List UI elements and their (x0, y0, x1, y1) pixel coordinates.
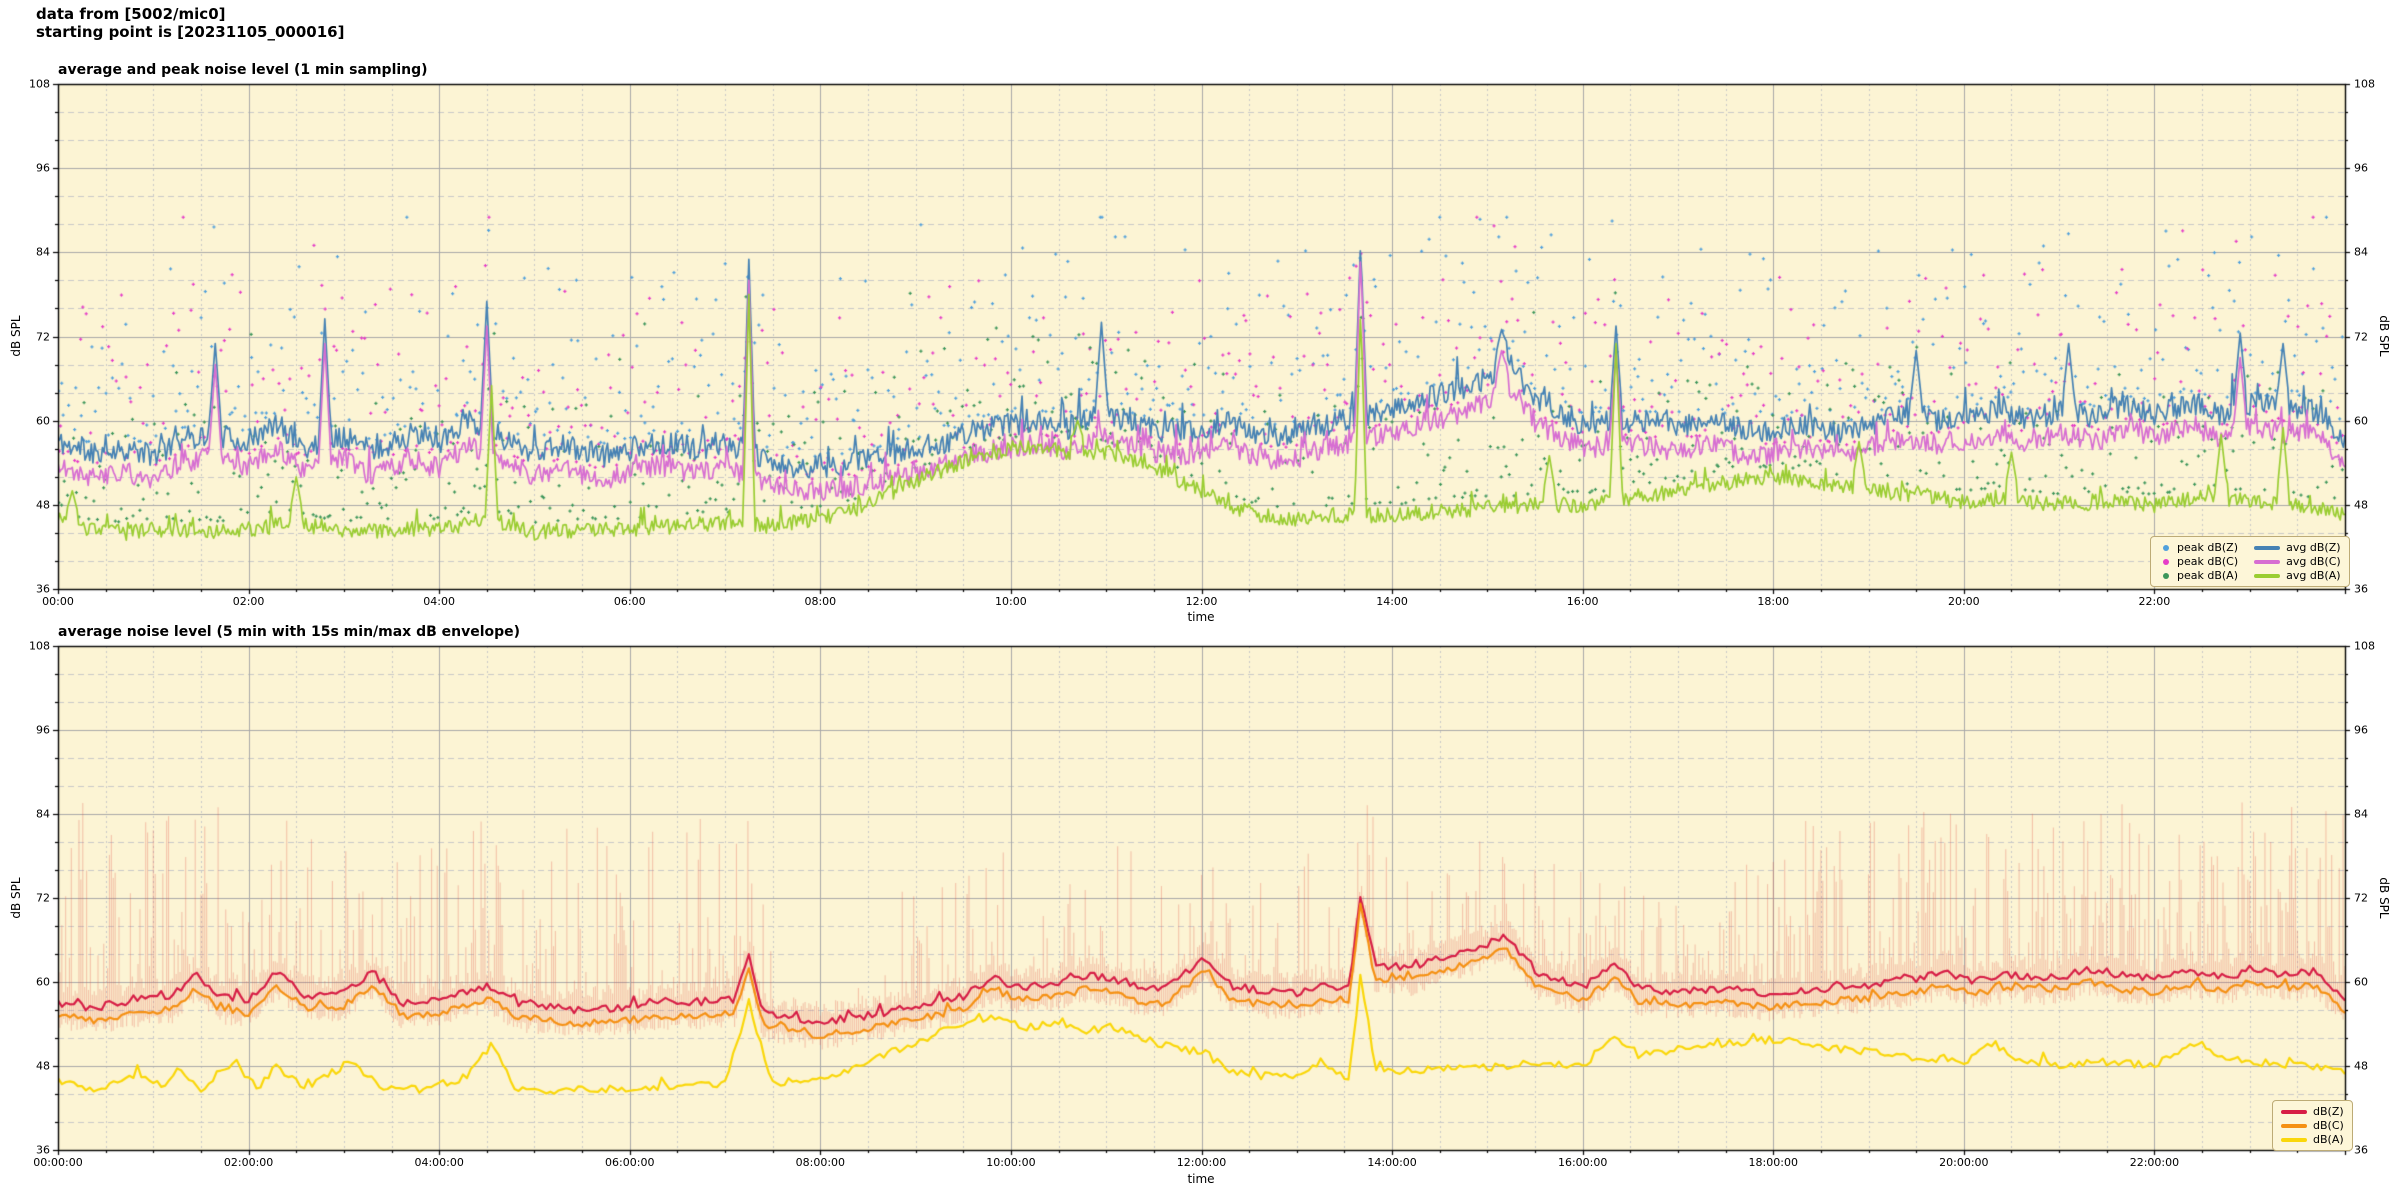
x-tick-label: 16:00 (1566, 595, 1599, 608)
chart2-ylabel-left: dB SPL (9, 877, 23, 919)
chart2-xlabel: time (1187, 1172, 1215, 1186)
x-tick-label: 10:00 (995, 595, 1027, 608)
legend-entry: avg dB(A) (2254, 569, 2341, 582)
x-tick-label: 14:00 (1376, 595, 1408, 608)
legend-dot-marker (2163, 572, 2169, 579)
y-tick-label-left: 60 (36, 414, 50, 428)
y-tick-label-right: 72 (2354, 891, 2368, 905)
chart2-title: average noise level (5 min with 15s min/… (58, 624, 521, 640)
y-tick-label-left: 36 (36, 1143, 50, 1157)
y-tick-label-right: 48 (2354, 498, 2368, 512)
x-tick-label: 08:00 (804, 595, 837, 608)
header-line1: data from [5002/mic0] (36, 5, 226, 23)
legend-dot-marker (2163, 558, 2169, 565)
legend-dot-marker (2163, 544, 2169, 551)
legend-label: dB(Z) (2313, 1105, 2344, 1118)
legend-entry: peak dB(A) (2159, 569, 2238, 582)
legend-line-marker (2254, 573, 2281, 578)
chart1-legend: peak dB(Z) avg dB(Z) peak dB(C) avg dB(C) pe… (2150, 536, 2350, 587)
legend-label: dB(C) (2313, 1119, 2344, 1132)
y-tick-label-left: 108 (29, 77, 50, 91)
y-tick-label-left: 36 (36, 582, 50, 596)
legend-line-marker (2281, 1123, 2307, 1128)
legend-entry: peak dB(Z) (2159, 541, 2238, 554)
legend-label: avg dB(A) (2286, 569, 2341, 582)
y-tick-label-left: 96 (36, 723, 50, 737)
x-tick-label: 12:00:00 (1176, 1156, 1227, 1169)
legend-entry: dB(C) (2281, 1119, 2344, 1132)
legend-entry: avg dB(Z) (2254, 541, 2341, 554)
y-tick-label-right: 60 (2354, 975, 2368, 989)
y-tick-label-left: 72 (36, 891, 50, 905)
x-tick-label: 18:00:00 (1748, 1156, 1798, 1169)
legend-entry: peak dB(C) (2159, 555, 2238, 568)
y-tick-label-right: 36 (2354, 1143, 2368, 1157)
legend-label: peak dB(C) (2177, 555, 2239, 568)
legend-line-marker (2254, 545, 2281, 550)
y-tick-label-left: 48 (36, 1059, 50, 1073)
legend-line-marker (2281, 1109, 2307, 1114)
y-tick-label-right: 84 (2354, 245, 2368, 259)
x-tick-label: 18:00 (1757, 595, 1790, 608)
x-tick-label: 02:00 (232, 595, 265, 608)
y-tick-label-right: 48 (2354, 1059, 2368, 1073)
chart2-legend: dB(Z) dB(C) dB(A) (2272, 1100, 2353, 1151)
y-tick-label-right: 108 (2354, 639, 2375, 653)
chart1-xlabel: time (1187, 610, 1215, 624)
x-tick-label: 12:00 (1185, 595, 1218, 608)
figure-header: data from [5002/mic0] starting point is [… (36, 5, 344, 41)
x-tick-label: 10:00:00 (986, 1156, 1036, 1169)
legend-line-marker (2254, 559, 2281, 564)
x-tick-label: 22:00:00 (2129, 1156, 2180, 1169)
x-tick-label: 22:00 (2138, 595, 2171, 608)
legend-entry: dB(A) (2281, 1133, 2344, 1146)
legend-entry: dB(Z) (2281, 1105, 2344, 1118)
y-tick-label-right: 108 (2354, 77, 2375, 91)
y-tick-label-left: 48 (36, 498, 50, 512)
chart2-ylabel-right: dB SPL (2377, 877, 2391, 919)
x-tick-label: 04:00 (423, 595, 456, 608)
x-tick-label: 06:00:00 (605, 1156, 655, 1169)
y-tick-label-left: 84 (36, 245, 50, 259)
legend-line-marker (2281, 1137, 2307, 1142)
x-tick-label: 00:00:00 (33, 1156, 83, 1169)
y-tick-label-left: 108 (29, 639, 50, 653)
y-tick-label-right: 60 (2354, 414, 2368, 428)
x-tick-label: 04:00:00 (414, 1156, 464, 1169)
y-tick-label-right: 36 (2354, 582, 2368, 596)
y-tick-label-right: 72 (2354, 330, 2368, 343)
y-tick-label-right: 96 (2354, 723, 2368, 737)
x-tick-label: 16:00:00 (1557, 1156, 1608, 1169)
chart1-ylabel-left: dB SPL (9, 315, 23, 357)
x-tick-label: 06:00 (613, 595, 646, 608)
x-tick-label: 08:00:00 (795, 1156, 846, 1169)
y-tick-label-right: 96 (2354, 161, 2368, 175)
y-tick-label-left: 96 (36, 161, 50, 175)
x-tick-label: 20:00 (1947, 595, 1980, 608)
y-tick-label-right: 84 (2354, 807, 2368, 821)
legend-entry: avg dB(C) (2254, 555, 2341, 568)
legend-label: avg dB(Z) (2286, 541, 2341, 554)
x-tick-label: 00:00 (42, 595, 74, 608)
x-tick-label: 14:00:00 (1367, 1156, 1417, 1169)
x-tick-label: 02:00:00 (223, 1156, 274, 1169)
header-line2: starting point is [20231105_000016] (36, 23, 345, 41)
legend-label: avg dB(C) (2286, 555, 2341, 568)
chart1-ylabel-right: dB SPL (2377, 315, 2391, 357)
legend-label: peak dB(Z) (2177, 541, 2239, 554)
x-tick-label: 20:00:00 (1939, 1156, 1989, 1169)
y-tick-label-left: 84 (36, 807, 50, 821)
legend-label: peak dB(A) (2177, 569, 2238, 582)
y-tick-label-left: 60 (36, 975, 50, 989)
legend-label: dB(A) (2313, 1133, 2344, 1146)
chart1-title: average and peak noise level (1 min samp… (58, 62, 428, 78)
y-tick-label-left: 72 (36, 330, 50, 343)
